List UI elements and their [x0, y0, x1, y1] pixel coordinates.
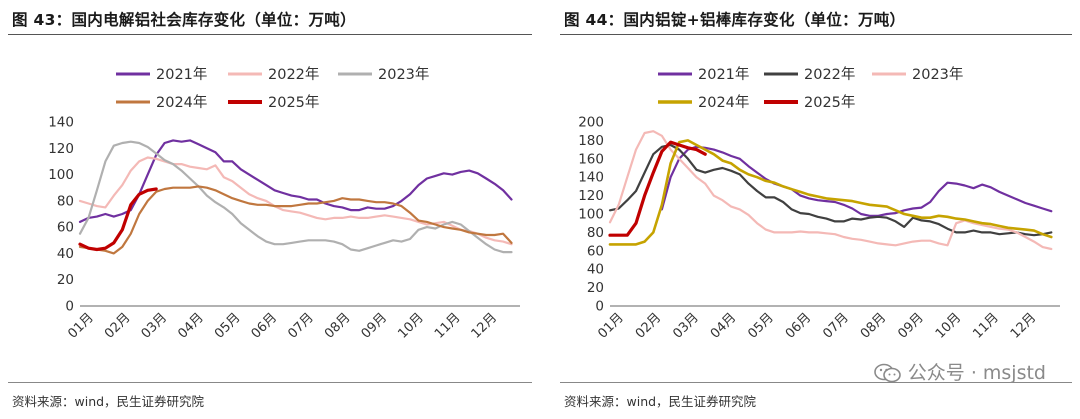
- x-tick-label: 03月: [139, 310, 170, 341]
- source-divider: [560, 382, 1072, 383]
- y-tick-label: 200: [578, 115, 604, 131]
- x-tick-label: 03月: [670, 310, 701, 341]
- legend-label: 2021年: [698, 66, 749, 83]
- legend-label: 2023年: [912, 66, 963, 83]
- series-line-2022: [78, 156, 513, 246]
- y-tick-label: 40: [587, 262, 604, 278]
- chart-title: 图 44：国内铝锭+铝棒库存变化（单位：万吨）: [564, 11, 906, 29]
- x-tick-label: 04月: [175, 310, 206, 341]
- legend-label: 2022年: [804, 66, 855, 83]
- y-tick-label: 100: [578, 207, 604, 223]
- x-tick-label: 12月: [1008, 310, 1039, 341]
- legend-label: 2023年: [378, 66, 429, 83]
- legend-label: 2024年: [156, 94, 207, 111]
- series-line-2024: [608, 139, 1053, 246]
- x-tick-label: 02月: [633, 310, 664, 341]
- x-tick-label: 10月: [933, 310, 964, 341]
- x-tick-label: 08月: [322, 310, 353, 341]
- y-tick-label: 20: [587, 280, 604, 296]
- y-tick-label: 120: [578, 188, 604, 204]
- y-tick-label: 120: [48, 141, 74, 157]
- y-tick-label: 80: [587, 225, 604, 241]
- x-tick-label: 07月: [285, 310, 316, 341]
- x-tick-label: 06月: [249, 310, 280, 341]
- legend-label: 2024年: [698, 94, 749, 111]
- x-tick-label: 01月: [595, 310, 626, 341]
- y-tick-label: 60: [587, 243, 604, 259]
- x-tick-label: 01月: [65, 310, 96, 341]
- x-tick-label: 05月: [745, 310, 776, 341]
- x-tick-label: 05月: [212, 310, 243, 341]
- y-tick-label: 40: [57, 246, 74, 262]
- y-tick-label: 20: [57, 272, 74, 288]
- y-tick-label: 100: [48, 167, 74, 183]
- y-tick-label: 0: [65, 299, 74, 315]
- chart-title: 图 43：国内电解铝社会库存变化（单位：万吨）: [12, 11, 356, 29]
- y-tick-label: 60: [57, 220, 74, 236]
- x-tick-label: 07月: [820, 310, 851, 341]
- title-divider: [560, 34, 1072, 35]
- source-divider: [8, 382, 532, 383]
- series-line-2025: [78, 187, 158, 252]
- legend-label: 2025年: [804, 94, 855, 111]
- wechat-icon: [873, 363, 901, 383]
- legend-label: 2022年: [268, 66, 319, 83]
- x-tick-label: 08月: [858, 310, 889, 341]
- source-note: 资料来源：wind，民生证券研究院: [12, 394, 205, 409]
- title-divider: [8, 34, 532, 35]
- y-tick-label: 160: [578, 151, 604, 167]
- y-tick-label: 140: [578, 170, 604, 186]
- watermark-text: 公众号 · msjstd: [907, 362, 1046, 384]
- x-tick-label: 10月: [395, 310, 426, 341]
- x-tick-label: 09月: [359, 310, 390, 341]
- x-tick-label: 11月: [970, 310, 1001, 341]
- x-tick-label: 02月: [102, 310, 133, 341]
- y-tick-label: 0: [595, 299, 604, 315]
- series-line-2023: [608, 130, 1053, 251]
- source-note: 资料来源：wind，民生证券研究院: [564, 394, 757, 409]
- series-line-2021: [660, 145, 1053, 217]
- y-tick-label: 140: [48, 115, 74, 131]
- legend-label: 2021年: [156, 66, 207, 83]
- x-tick-label: 06月: [783, 310, 814, 341]
- x-tick-label: 11月: [432, 310, 463, 341]
- watermark: 公众号 · msjstd: [873, 358, 1046, 385]
- y-tick-label: 80: [57, 193, 74, 209]
- y-tick-label: 180: [578, 133, 604, 149]
- x-tick-label: 09月: [895, 310, 926, 341]
- legend-label: 2025年: [268, 94, 319, 111]
- series-line-2025: [608, 140, 707, 237]
- series-line-2022: [608, 143, 1053, 237]
- series-line-2024: [78, 185, 513, 255]
- series-line-2021: [78, 139, 513, 223]
- x-tick-label: 04月: [708, 310, 739, 341]
- x-tick-label: 12月: [469, 310, 500, 341]
